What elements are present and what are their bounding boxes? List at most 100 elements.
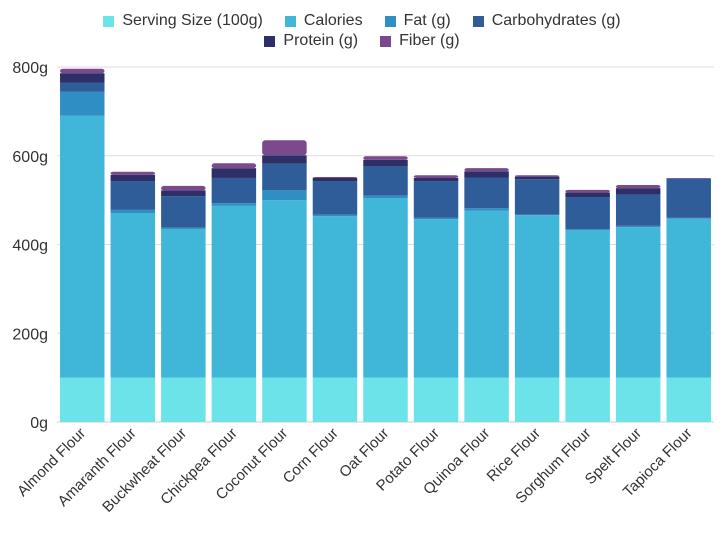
bar-segment-potato-flour-2 [413, 217, 459, 220]
bar-segment-coconut-flour-0 [262, 377, 307, 422]
legend-label-calories: Calories [303, 12, 363, 29]
bar-segment-chickpea-flour-2 [211, 203, 257, 206]
bar-segment-spelt-flour-5 [615, 185, 661, 189]
bar-segment-quinoa-flour-2 [464, 208, 509, 211]
bar-segment-corn-flour-3 [312, 181, 358, 215]
bar-segment-quinoa-flour-1 [464, 210, 509, 378]
bar-segment-corn-flour-2 [312, 214, 358, 217]
bar-segment-almond-flour-1 [60, 115, 105, 378]
y-tick-label-1: 200g [12, 326, 48, 343]
bar-segment-spelt-flour-2 [615, 225, 661, 228]
legend-item-serving-size: Serving Size (100g) [103, 12, 263, 30]
y-tick-label-3: 600g [12, 149, 48, 166]
legend-label-carbohydrates: Carbohydrates (g) [491, 12, 621, 29]
bar-segment-buckwheat-flour-0 [161, 377, 206, 422]
bar-segment-chickpea-flour-0 [211, 377, 257, 422]
bar-segment-sorghum-flour-1 [565, 230, 610, 378]
bar-segment-buckwheat-flour-3 [161, 196, 206, 228]
bar-segment-potato-flour-4 [413, 177, 459, 182]
bar-segment-sorghum-flour-3 [565, 197, 610, 229]
bar-segment-quinoa-flour-5 [464, 168, 509, 172]
bar-segment-chickpea-flour-1 [211, 205, 257, 378]
bar-segment-buckwheat-flour-5 [161, 185, 206, 191]
bar-segment-buckwheat-flour-4 [161, 190, 206, 197]
bar-segment-quinoa-flour-3 [464, 177, 509, 209]
bar-segment-chickpea-flour-4 [211, 168, 257, 178]
bar-segment-potato-flour-3 [413, 181, 459, 218]
bar-segment-corn-flour-1 [312, 216, 358, 378]
legend-label-fiber: Fiber (g) [399, 32, 460, 49]
bar-segment-spelt-flour-3 [615, 194, 661, 226]
legend-item-protein: Protein (g) [264, 32, 358, 50]
bar-segment-corn-flour-5 [312, 177, 358, 178]
bar-segment-oat-flour-4 [363, 159, 408, 167]
legend-item-fiber: Fiber (g) [380, 32, 460, 50]
bar-segment-potato-flour-0 [413, 377, 459, 422]
bar-segment-potato-flour-5 [413, 175, 459, 178]
bar-segment-oat-flour-2 [363, 195, 408, 199]
bar-segment-tapioca-flour-0 [666, 377, 711, 422]
bar-segment-oat-flour-0 [363, 377, 408, 422]
y-tick-label-4: 800g [12, 60, 48, 77]
bar-segment-buckwheat-flour-1 [161, 228, 206, 378]
legend-row-1: Serving Size (100g) Calories Fat (g) Car… [0, 12, 724, 30]
bar-segment-spelt-flour-1 [615, 227, 661, 378]
bar-segment-rice-flour-4 [514, 176, 560, 180]
bar-segment-sorghum-flour-4 [565, 192, 610, 198]
bar-segment-sorghum-flour-0 [565, 377, 610, 422]
bar-segment-amaranth-flour-0 [110, 377, 156, 422]
legend-swatch-serving-size [103, 15, 115, 27]
bar-segment-amaranth-flour-2 [110, 209, 156, 213]
bar-segment-sorghum-flour-5 [565, 189, 610, 193]
legend-swatch-protein [264, 35, 276, 47]
bar-segment-corn-flour-4 [312, 177, 358, 182]
bar-segment-spelt-flour-4 [615, 188, 661, 195]
bar-segment-rice-flour-3 [514, 179, 560, 215]
bar-segment-oat-flour-1 [363, 198, 408, 378]
bar-segment-buckwheat-flour-2 [161, 227, 206, 229]
bar-segment-tapioca-flour-1 [666, 218, 711, 378]
bar-segment-rice-flour-5 [514, 175, 560, 177]
bar-segment-almond-flour-5 [60, 68, 105, 74]
y-tick-label-2: 400g [12, 238, 48, 255]
bar-segment-chickpea-flour-3 [211, 177, 257, 204]
y-tick-label-0: 0g [30, 415, 48, 432]
bar-segment-tapioca-flour-3 [666, 178, 711, 218]
legend-label-fat: Fat (g) [403, 12, 451, 29]
bar-segment-rice-flour-1 [514, 215, 560, 378]
legend-label-protein: Protein (g) [283, 32, 359, 49]
bar-segment-almond-flour-4 [60, 73, 105, 83]
bar-segment-oat-flour-5 [363, 156, 408, 160]
x-tick-label-corn-flour: Corn Flour [280, 425, 342, 487]
bar-segment-amaranth-flour-4 [110, 174, 156, 182]
legend-row-2: Protein (g) Fiber (g) [0, 32, 724, 50]
legend-item-carbohydrates: Carbohydrates (g) [472, 12, 621, 30]
bar-segment-potato-flour-1 [413, 219, 459, 378]
bar-segment-coconut-flour-3 [262, 163, 307, 191]
bar-segment-amaranth-flour-5 [110, 171, 156, 175]
bar-segment-quinoa-flour-4 [464, 171, 509, 178]
legend-swatch-calories [284, 15, 296, 27]
bar-segment-tapioca-flour-2 [666, 217, 711, 219]
bar-segment-corn-flour-0 [312, 377, 358, 422]
legend-label-serving-size: Serving Size (100g) [122, 12, 263, 29]
bar-segment-almond-flour-3 [60, 82, 105, 92]
legend-swatch-fiber [380, 35, 392, 47]
bar-segment-rice-flour-0 [514, 377, 560, 422]
bar-segment-sorghum-flour-2 [565, 228, 610, 231]
bar-segment-quinoa-flour-0 [464, 377, 509, 422]
bar-segment-almond-flour-2 [60, 91, 105, 116]
bar-segment-amaranth-flour-3 [110, 181, 156, 210]
bar-segment-coconut-flour-4 [262, 155, 307, 164]
bar-segment-amaranth-flour-1 [110, 212, 156, 378]
legend-swatch-fat [384, 15, 396, 27]
bar-segment-coconut-flour-5 [262, 140, 307, 156]
bar-segment-spelt-flour-0 [615, 377, 661, 422]
bar-segment-oat-flour-3 [363, 166, 408, 196]
legend-item-calories: Calories [284, 12, 363, 30]
bar-segment-coconut-flour-1 [262, 200, 307, 378]
bar-segment-almond-flour-0 [60, 377, 105, 422]
bar-segment-chickpea-flour-5 [211, 163, 257, 169]
legend-swatch-carbohydrates [472, 15, 484, 27]
